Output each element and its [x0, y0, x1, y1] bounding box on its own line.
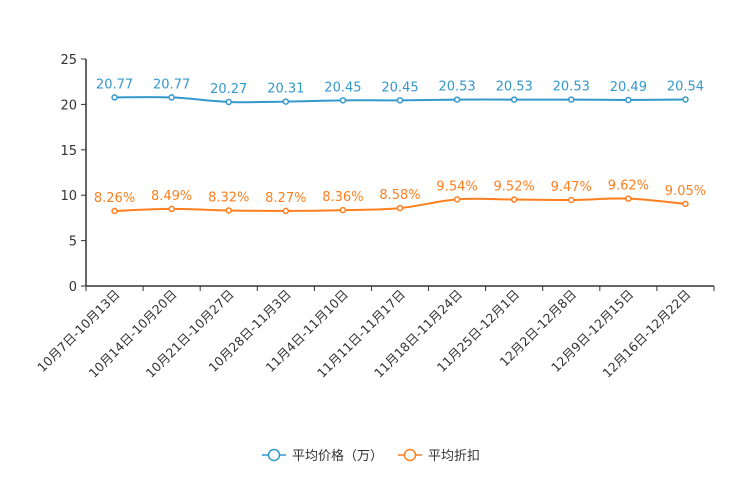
y-tick-label: 15: [60, 144, 77, 159]
series-2-data-label: 9.62%: [608, 179, 649, 194]
series-2-point[interactable]: [282, 207, 290, 215]
series-1-point[interactable]: [111, 94, 118, 101]
series-2-data-label: 9.05%: [665, 184, 706, 199]
series-2-data-label: 8.58%: [379, 188, 420, 203]
y-tick-label: 25: [60, 53, 77, 68]
series-1-point[interactable]: [396, 97, 404, 104]
legend-marker-icon: [403, 448, 417, 462]
series-2-data-label: 9.52%: [494, 180, 535, 195]
series-1-data-label: 20.45: [324, 80, 361, 95]
series-2-data-label: 8.26%: [94, 191, 135, 206]
series-1-point[interactable]: [225, 98, 232, 106]
series-1-point[interactable]: [568, 96, 575, 103]
series-2-point[interactable]: [682, 200, 689, 208]
series-2-point[interactable]: [510, 196, 518, 203]
series-1-data-label: 20.77: [153, 77, 190, 92]
series-2-data-label: 8.36%: [322, 190, 363, 205]
y-tick-label: 5: [69, 235, 77, 250]
y-tick-label: 10: [60, 189, 77, 204]
series-2-point[interactable]: [568, 196, 575, 204]
series-1-data-label: 20.54: [667, 79, 704, 94]
series-1-data-label: 20.45: [381, 80, 418, 95]
series-1-data-label: 20.31: [267, 82, 304, 97]
series-2-data-label: 8.49%: [151, 189, 192, 204]
series-1-point[interactable]: [453, 96, 461, 103]
series-1-data-label: 20.49: [610, 80, 647, 95]
series-1-point[interactable]: [625, 96, 632, 104]
legend-item-1[interactable]: 平均价格（万）: [262, 448, 383, 464]
series-1-point[interactable]: [510, 96, 518, 103]
legend-label: 平均折扣: [428, 449, 480, 464]
legend-label: 平均价格（万）: [292, 448, 383, 464]
series-2-data-label: 9.47%: [551, 180, 592, 195]
series-1-data-label: 20.27: [210, 82, 247, 97]
series-2-data-label: 8.32%: [208, 190, 249, 205]
y-tick-label: 0: [69, 280, 77, 295]
series-1-point[interactable]: [168, 94, 175, 101]
y-tick-label: 20: [60, 98, 77, 113]
series-1-data-label: 20.53: [438, 80, 475, 95]
series-2-point[interactable]: [339, 206, 347, 214]
series-2-point[interactable]: [453, 196, 461, 203]
series-1-data-label: 20.53: [553, 80, 590, 95]
series-2-point[interactable]: [111, 207, 118, 215]
series-1-data-label: 20.53: [496, 80, 533, 95]
legend-item-2[interactable]: 平均折扣: [398, 448, 480, 464]
series-2-data-label: 8.27%: [265, 191, 306, 206]
series-2-point[interactable]: [625, 195, 632, 202]
series-1-point[interactable]: [682, 96, 689, 103]
series-2-data-label: 9.54%: [436, 179, 477, 194]
series-1-point[interactable]: [339, 97, 347, 104]
series-1-data-label: 20.77: [96, 77, 133, 92]
series-2-point[interactable]: [168, 205, 175, 213]
series-2-point[interactable]: [396, 204, 404, 212]
series-1-point[interactable]: [282, 98, 290, 105]
series-2-point[interactable]: [225, 207, 232, 214]
legend-marker-icon: [267, 448, 281, 462]
